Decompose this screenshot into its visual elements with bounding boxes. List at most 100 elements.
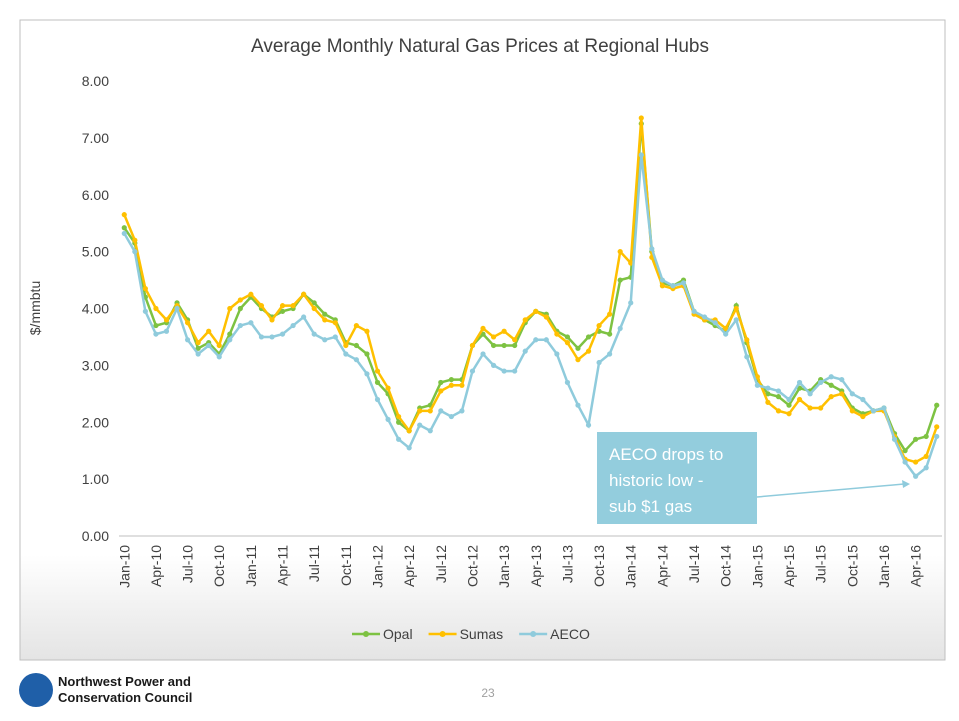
x-tick-label: Oct-10 [211, 545, 227, 587]
x-tick-label: Jul-12 [433, 545, 449, 583]
point [142, 285, 148, 292]
x-tick-label: Apr-11 [275, 545, 291, 586]
point [343, 351, 349, 357]
point [807, 405, 813, 411]
legend-marker [439, 631, 446, 637]
organization: Northwest Power and [58, 674, 191, 689]
y-tick-label: 2.00 [82, 414, 109, 430]
point [385, 385, 391, 391]
point [184, 337, 191, 343]
point [670, 283, 676, 289]
point [543, 314, 549, 320]
point [543, 337, 549, 343]
point [923, 465, 929, 471]
point [248, 320, 254, 326]
point [279, 303, 286, 309]
point [913, 459, 919, 465]
point [459, 408, 465, 414]
point [564, 340, 571, 346]
point [163, 328, 170, 334]
point [934, 402, 940, 408]
point [818, 379, 824, 386]
point [860, 413, 866, 420]
point [406, 428, 412, 434]
x-tick-label: Jan-12 [370, 545, 386, 588]
point [680, 280, 687, 286]
point [195, 340, 201, 346]
x-tick-label: Apr-13 [528, 545, 544, 587]
point [248, 291, 254, 297]
point [206, 342, 212, 349]
point [174, 305, 180, 312]
y-tick-label: 0.00 [82, 528, 109, 544]
point [512, 337, 518, 343]
point [469, 342, 476, 349]
point [533, 308, 539, 314]
point [438, 388, 444, 394]
annotation: AECO drops to [609, 445, 723, 464]
point [765, 399, 771, 405]
point [374, 396, 381, 403]
point [438, 408, 444, 414]
point [934, 433, 940, 440]
annotation: sub $1 gas [609, 497, 692, 516]
point [364, 351, 370, 357]
point [564, 334, 571, 340]
y-tick-label: 3.00 [82, 357, 109, 373]
organization: Conservation Council [58, 690, 192, 705]
point [132, 249, 138, 255]
point [522, 317, 528, 323]
x-tick-label: Jul-10 [180, 545, 196, 583]
point [849, 391, 855, 397]
point [596, 322, 602, 329]
point [712, 320, 718, 326]
point [406, 445, 412, 451]
point [311, 331, 317, 337]
annotation-box [597, 432, 757, 524]
point [184, 320, 191, 326]
arrow-head [902, 480, 910, 488]
point [659, 277, 665, 283]
point [353, 342, 360, 349]
point [638, 115, 644, 121]
point [828, 374, 834, 380]
x-tick-label: Oct-14 [718, 545, 734, 587]
point [385, 416, 391, 423]
point [322, 311, 328, 317]
point [891, 436, 898, 442]
point [237, 297, 243, 303]
point [195, 345, 201, 351]
point [870, 408, 877, 414]
logo [19, 673, 53, 707]
point [585, 348, 592, 354]
point [396, 419, 402, 425]
point [828, 382, 834, 388]
point [153, 305, 159, 312]
point [301, 314, 307, 320]
point [258, 303, 265, 309]
point [934, 424, 940, 430]
x-tick-label: Jul-14 [686, 545, 702, 583]
point [216, 342, 222, 349]
point [396, 413, 402, 420]
x-tick-label: Jan-13 [496, 545, 512, 588]
point [353, 357, 360, 363]
point [490, 334, 497, 340]
gradient [20, 555, 945, 660]
point [417, 408, 423, 414]
x-tick-label: Apr-14 [654, 545, 670, 587]
point [733, 305, 739, 312]
point [796, 379, 803, 386]
point [227, 305, 233, 312]
point [427, 428, 433, 434]
y-tick-label: 8.00 [82, 73, 109, 89]
x-tick-label: Oct-12 [464, 545, 480, 587]
point [237, 322, 243, 329]
point [163, 317, 170, 323]
point [343, 342, 349, 349]
point [607, 351, 613, 357]
point [923, 453, 929, 459]
point [121, 212, 127, 218]
point [860, 396, 866, 403]
point [332, 320, 338, 326]
